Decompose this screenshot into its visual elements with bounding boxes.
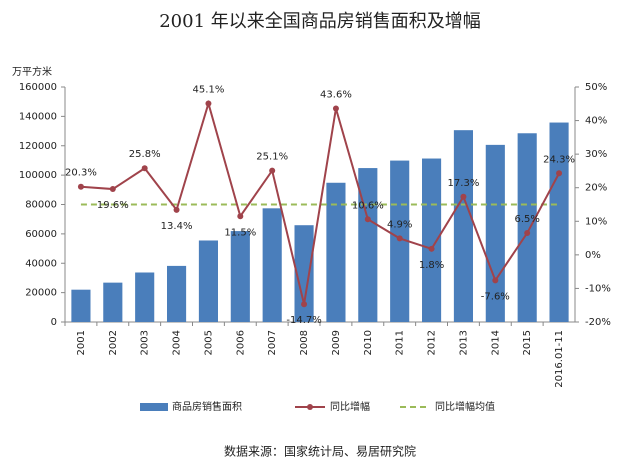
bar: [198, 240, 218, 322]
bar: [167, 265, 187, 322]
y-tick-label: 160000: [19, 82, 57, 93]
data-label: 45.1%: [193, 84, 225, 95]
bar: [135, 272, 155, 322]
growth-point: [524, 230, 531, 237]
x-tick-label: 2008: [299, 330, 310, 355]
y-tick-label: 60000: [25, 229, 57, 240]
x-tick-label: 2016.01-11: [554, 330, 565, 388]
y-tick-label: 80000: [25, 200, 57, 211]
x-tick-label: 2001: [76, 330, 87, 355]
growth-point: [301, 301, 308, 308]
data-label: 11.5%: [224, 227, 256, 238]
growth-point: [332, 105, 339, 112]
x-tick-label: 2011: [395, 330, 406, 355]
legend-label: 商品房销售面积: [172, 400, 242, 413]
bar: [103, 282, 123, 322]
bar: [517, 133, 537, 322]
growth-point: [492, 277, 499, 284]
data-label: -14.7%: [286, 315, 321, 326]
data-label: 43.6%: [320, 89, 352, 100]
data-label: 1.8%: [419, 260, 444, 271]
x-tick-label: 2004: [172, 330, 183, 355]
y-tick-label: 140000: [19, 111, 57, 122]
bar: [549, 122, 569, 322]
y-tick-label: 40000: [25, 258, 57, 269]
growth-point: [205, 100, 212, 107]
x-tick-label: 2006: [235, 330, 246, 355]
data-label: 10.6%: [352, 200, 384, 211]
bar: [453, 130, 473, 322]
growth-line: [80, 99, 560, 305]
x-tick-label: 2014: [490, 330, 501, 355]
x-tick-label: 2015: [522, 330, 533, 355]
growth-point: [77, 183, 84, 190]
y-tick-label: 100000: [19, 170, 57, 181]
x-tick-label: 2012: [427, 330, 438, 355]
x-tick-label: 2010: [363, 330, 374, 355]
legend-label: 同比增幅: [330, 400, 370, 413]
data-label: 25.1%: [256, 152, 288, 163]
y2-tick-label: 30%: [585, 149, 607, 160]
growth-point: [173, 206, 180, 213]
x-tick-label: 2013: [458, 330, 469, 355]
bar: [485, 144, 505, 322]
y-axis-label: 万平方米: [12, 65, 52, 78]
bar: [422, 158, 442, 322]
chart-title: 2001 年以来全国商品房销售面积及增幅: [159, 11, 481, 32]
growth-point: [460, 193, 467, 200]
bar: [230, 231, 250, 322]
x-tick-label: 2003: [140, 330, 151, 355]
bar: [294, 225, 314, 322]
y2-tick-label: 0%: [585, 250, 601, 261]
growth-point: [109, 186, 116, 193]
y-tick-label: 0: [51, 317, 57, 328]
data-label: 4.9%: [387, 219, 412, 230]
growth-point: [396, 235, 403, 242]
x-tick-label: 2007: [267, 330, 278, 355]
legend-label: 同比增幅均值: [435, 400, 495, 413]
data-label: 25.8%: [129, 149, 161, 160]
bar: [358, 168, 378, 322]
y2-tick-label: 50%: [585, 82, 607, 93]
growth-point: [428, 245, 435, 252]
data-label: 20.3%: [65, 168, 97, 179]
data-label: 6.5%: [514, 214, 539, 225]
data-label: -7.6%: [481, 291, 510, 302]
data-label: 19.6%: [97, 200, 129, 211]
y2-tick-label: -10%: [585, 283, 611, 294]
y-tick-label: 20000: [25, 288, 57, 299]
growth-point: [364, 216, 371, 223]
data-label: 24.3%: [543, 154, 575, 165]
growth-point: [237, 213, 244, 220]
bar: [262, 208, 282, 322]
x-tick-label: 2005: [203, 330, 214, 355]
growth-point: [556, 170, 563, 177]
bar: [71, 289, 91, 322]
y2-tick-label: 40%: [585, 116, 607, 127]
x-tick-label: 2002: [108, 330, 119, 355]
x-tick-label: 2009: [331, 330, 342, 355]
legend-swatch: [307, 404, 313, 410]
y2-tick-label: 10%: [585, 216, 607, 227]
bar: [326, 182, 346, 322]
legend-swatch: [140, 403, 168, 411]
growth-point: [141, 165, 148, 172]
growth-point: [269, 167, 276, 174]
data-label: 13.4%: [161, 221, 193, 232]
data-label: 17.3%: [448, 178, 480, 189]
source: 数据来源：国家统计局、易居研究院: [224, 444, 416, 459]
y2-tick-label: -20%: [585, 317, 611, 328]
y-tick-label: 120000: [19, 141, 57, 152]
y2-tick-label: 20%: [585, 183, 607, 194]
